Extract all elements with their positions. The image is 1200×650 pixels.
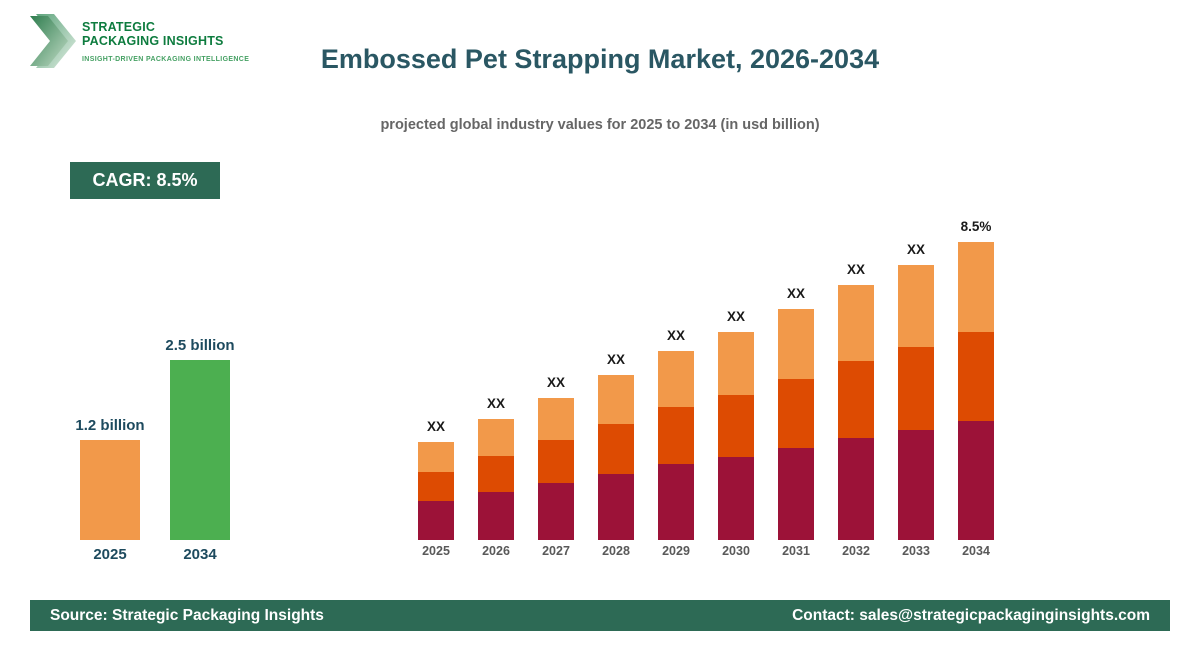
summary-year-label: 2034	[183, 546, 217, 563]
segment-top	[658, 351, 694, 407]
summary-year-label: 2025	[93, 546, 127, 563]
stacked-bar-2034: 8.5% 2034	[958, 219, 994, 558]
summary-value-label: 2.5 billion	[165, 337, 235, 354]
segment-middle	[898, 347, 934, 430]
segment-bottom	[418, 501, 454, 540]
segment-bottom	[598, 474, 634, 540]
segment-middle	[418, 472, 454, 501]
bar-annotation-2033: XX	[906, 242, 926, 257]
bar-annotation-2028: XX	[606, 352, 626, 367]
bar-year-label-2026: 2026	[482, 544, 510, 558]
bar-annotation-2032: XX	[846, 262, 866, 277]
segment-top	[778, 309, 814, 379]
brand-text: STRATEGIC PACKAGING INSIGHTS INSIGHT-DRI…	[82, 14, 249, 63]
bar-annotation-2027: XX	[546, 375, 566, 390]
bar-year-label-2028: 2028	[602, 544, 630, 558]
bar-annotation-2031: XX	[786, 286, 806, 301]
footer-contact-text: Contact: sales@strategicpackaginginsight…	[792, 606, 1150, 624]
brand-tagline: INSIGHT-DRIVEN PACKAGING INTELLIGENCE	[82, 55, 250, 63]
segment-bottom	[838, 438, 874, 540]
segment-bottom	[478, 492, 514, 540]
page-subtitle: projected global industry values for 202…	[380, 117, 820, 133]
cagr-badge: CAGR: 8.5%	[70, 162, 220, 199]
segment-middle	[778, 379, 814, 448]
brand-name-line1: STRATEGIC	[82, 20, 156, 34]
segment-top	[718, 332, 754, 395]
segment-middle	[478, 456, 514, 492]
segment-middle	[658, 407, 694, 464]
bar-year-label-2027: 2027	[542, 544, 570, 558]
summary-chart: 1.2 billion 2025 2.5 billion 2034	[70, 330, 240, 563]
brand-logo: STRATEGIC PACKAGING INSIGHTS INSIGHT-DRI…	[30, 14, 249, 68]
summary-bar-2034: 2.5 billion 2034	[165, 337, 234, 563]
segment-middle	[718, 395, 754, 457]
summary-bar-rect	[170, 360, 230, 540]
bar-year-label-2032: 2032	[842, 544, 870, 558]
bar-annotation-2026: XX	[486, 396, 506, 411]
bar-annotation-2034: 8.5%	[960, 219, 992, 234]
stacked-bar-2029: XX 2029	[658, 328, 694, 558]
bar-year-label-2033: 2033	[902, 544, 930, 558]
bar-annotation-2030: XX	[726, 309, 746, 324]
segment-middle	[538, 440, 574, 483]
stacked-bar-2028: XX 2028	[598, 352, 634, 558]
brand-name-line2: PACKAGING INSIGHTS	[82, 34, 224, 49]
bar-year-label-2031: 2031	[782, 544, 810, 558]
chevron-arrow-icon	[30, 14, 76, 68]
segment-bottom	[718, 457, 754, 540]
summary-bar-rect	[80, 440, 140, 540]
segment-top	[898, 265, 934, 347]
stacked-bar-2030: XX 2030	[718, 309, 754, 558]
bar-year-label-2025: 2025	[422, 544, 450, 558]
stacked-bar-2033: XX 2033	[898, 242, 934, 558]
footer-source-text: Source: Strategic Packaging Insights	[50, 606, 324, 624]
stacked-bar-2026: XX 2026	[478, 396, 514, 558]
segment-middle	[838, 361, 874, 438]
footer-bar: Source: Strategic Packaging Insights Con…	[30, 600, 1170, 631]
bar-annotation-2029: XX	[666, 328, 686, 343]
segment-bottom	[538, 483, 574, 540]
segment-bottom	[898, 430, 934, 540]
segment-middle	[598, 424, 634, 474]
segment-top	[598, 375, 634, 424]
segment-bottom	[658, 464, 694, 540]
stacked-bar-2031: XX 2031	[778, 286, 814, 558]
segment-top	[838, 285, 874, 361]
bar-annotation-2025: XX	[426, 419, 446, 434]
bar-year-label-2030: 2030	[722, 544, 750, 558]
segment-top	[418, 442, 454, 472]
summary-value-label: 1.2 billion	[75, 417, 145, 434]
segment-middle	[958, 332, 994, 421]
stacked-bar-2027: XX 2027	[538, 375, 574, 558]
page-title: Embossed Pet Strapping Market, 2026-2034	[320, 44, 880, 74]
projection-chart: XX 2025 XX 2026 XX 2027 XX 2028 XX 2029 XX 2030 XX 20…	[410, 200, 1000, 558]
stacked-bar-2032: XX 2032	[838, 262, 874, 558]
segment-top	[538, 398, 574, 440]
segment-top	[958, 242, 994, 332]
bar-year-label-2029: 2029	[662, 544, 690, 558]
summary-bar-2025: 1.2 billion 2025	[75, 417, 144, 563]
segment-bottom	[778, 448, 814, 540]
bar-year-label-2034: 2034	[962, 544, 990, 558]
segment-top	[478, 419, 514, 456]
segment-bottom	[958, 421, 994, 540]
stacked-bar-2025: XX 2025	[418, 419, 454, 558]
